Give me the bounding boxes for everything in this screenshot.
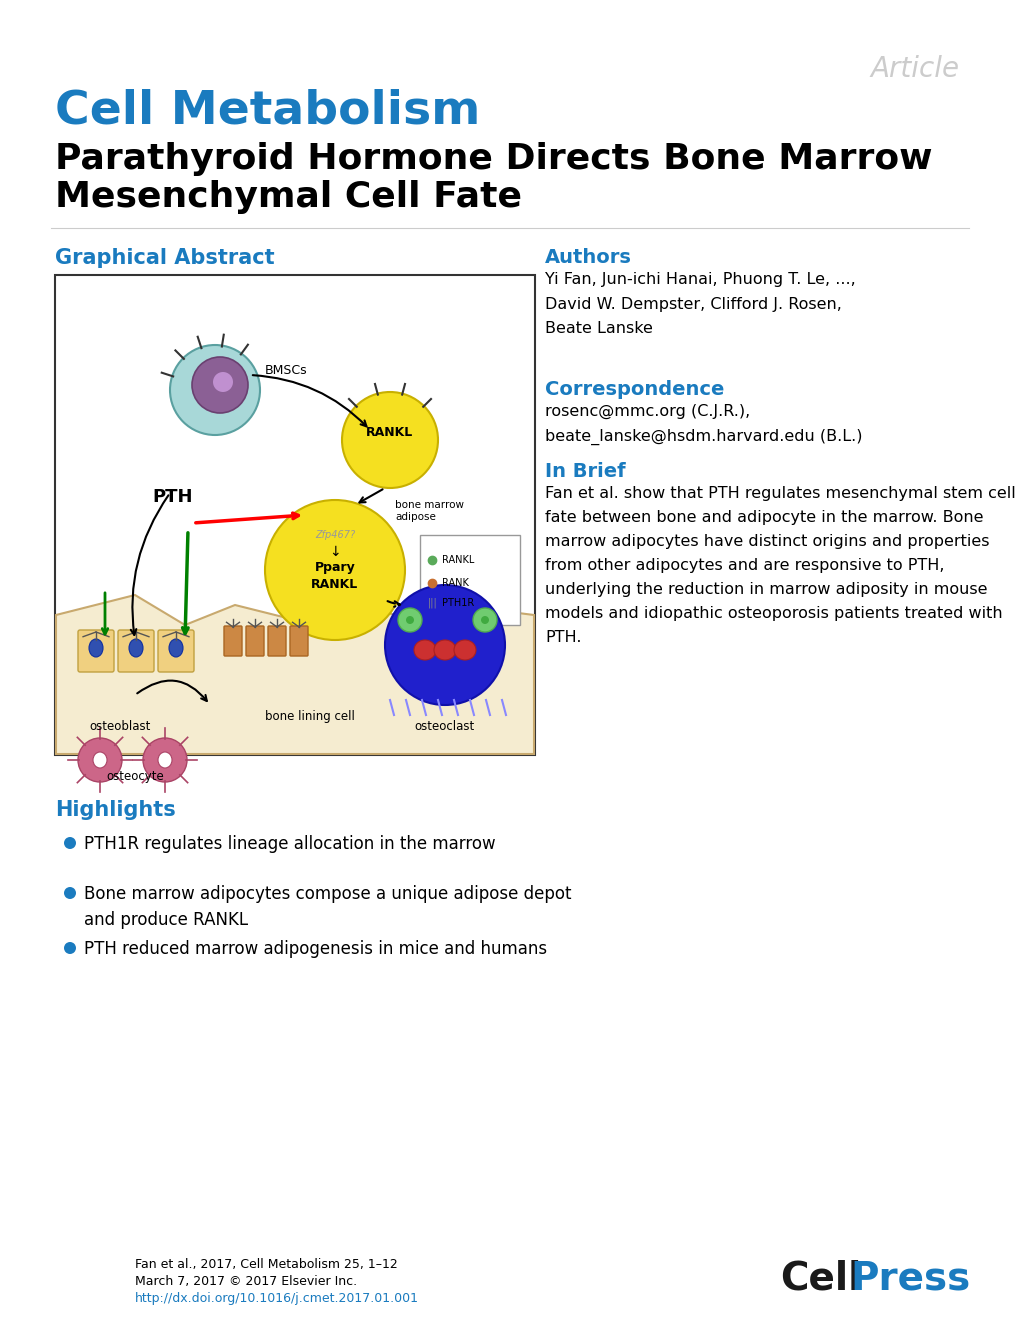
Polygon shape bbox=[56, 594, 534, 753]
Circle shape bbox=[143, 737, 186, 782]
Circle shape bbox=[473, 608, 496, 632]
Ellipse shape bbox=[128, 639, 143, 657]
Text: PTH reduced marrow adipogenesis in mice and humans: PTH reduced marrow adipogenesis in mice … bbox=[84, 940, 546, 959]
FancyBboxPatch shape bbox=[77, 630, 114, 673]
Text: BMSCs: BMSCs bbox=[265, 364, 308, 376]
FancyBboxPatch shape bbox=[420, 535, 520, 625]
Circle shape bbox=[384, 585, 504, 704]
Circle shape bbox=[170, 346, 260, 436]
Ellipse shape bbox=[406, 616, 414, 624]
Text: RANKL: RANKL bbox=[311, 577, 359, 591]
Text: Highlights: Highlights bbox=[55, 800, 175, 820]
Text: Ppary: Ppary bbox=[314, 561, 355, 575]
Text: Fan et al. show that PTH regulates mesenchymal stem cell fate between bone and a: Fan et al. show that PTH regulates mesen… bbox=[544, 486, 1015, 645]
Text: Zfp467?: Zfp467? bbox=[315, 530, 355, 540]
Text: Cell Metabolism: Cell Metabolism bbox=[55, 87, 480, 132]
Text: Yi Fan, Jun-ichi Hanai, Phuong T. Le, ...,
David W. Dempster, Clifford J. Rosen,: Yi Fan, Jun-ichi Hanai, Phuong T. Le, ..… bbox=[544, 271, 855, 336]
Text: March 7, 2017 © 2017 Elsevier Inc.: March 7, 2017 © 2017 Elsevier Inc. bbox=[135, 1275, 357, 1288]
Circle shape bbox=[397, 608, 422, 632]
FancyBboxPatch shape bbox=[55, 275, 535, 755]
Text: In Brief: In Brief bbox=[544, 462, 625, 481]
Ellipse shape bbox=[453, 639, 476, 659]
Text: osteoclast: osteoclast bbox=[415, 720, 475, 733]
FancyBboxPatch shape bbox=[289, 626, 308, 655]
Text: bone lining cell: bone lining cell bbox=[265, 710, 355, 723]
Ellipse shape bbox=[89, 639, 103, 657]
Text: Bone marrow adipocytes compose a unique adipose depot
and produce RANKL: Bone marrow adipocytes compose a unique … bbox=[84, 884, 571, 929]
Text: RANKL: RANKL bbox=[366, 425, 414, 438]
Text: RANK: RANK bbox=[441, 579, 469, 588]
FancyBboxPatch shape bbox=[268, 626, 285, 655]
Text: Authors: Authors bbox=[544, 248, 631, 267]
Text: Correspondence: Correspondence bbox=[544, 380, 723, 399]
Text: Parathyroid Hormone Directs Bone Marrow: Parathyroid Hormone Directs Bone Marrow bbox=[55, 142, 931, 176]
Circle shape bbox=[341, 392, 437, 489]
Circle shape bbox=[64, 941, 76, 955]
Text: |||: ||| bbox=[428, 597, 437, 608]
Circle shape bbox=[77, 737, 122, 782]
Text: PTH: PTH bbox=[153, 489, 193, 506]
Text: http://dx.doi.org/10.1016/j.cmet.2017.01.001: http://dx.doi.org/10.1016/j.cmet.2017.01… bbox=[135, 1292, 419, 1305]
FancyBboxPatch shape bbox=[224, 626, 242, 655]
Text: RANKL: RANKL bbox=[441, 555, 474, 565]
Text: osteoblast: osteoblast bbox=[90, 720, 151, 733]
Text: Article: Article bbox=[870, 56, 959, 83]
Ellipse shape bbox=[433, 639, 455, 659]
Text: Press: Press bbox=[849, 1260, 969, 1298]
Ellipse shape bbox=[169, 639, 182, 657]
Text: osteocyte: osteocyte bbox=[106, 771, 164, 782]
Text: PTH1R regulates lineage allocation in the marrow: PTH1R regulates lineage allocation in th… bbox=[84, 835, 495, 853]
Circle shape bbox=[64, 887, 76, 899]
Ellipse shape bbox=[158, 752, 172, 768]
FancyBboxPatch shape bbox=[158, 630, 194, 673]
Ellipse shape bbox=[93, 752, 107, 768]
Circle shape bbox=[265, 500, 405, 639]
Circle shape bbox=[192, 357, 248, 413]
Text: ↓: ↓ bbox=[329, 545, 340, 559]
Text: rosenc@mmc.org (C.J.R.),
beate_lanske@hsdm.harvard.edu (B.L.): rosenc@mmc.org (C.J.R.), beate_lanske@hs… bbox=[544, 404, 862, 445]
Circle shape bbox=[213, 372, 232, 392]
Text: Graphical Abstract: Graphical Abstract bbox=[55, 248, 274, 267]
Text: Fan et al., 2017, Cell Metabolism 25, 1–12: Fan et al., 2017, Cell Metabolism 25, 1–… bbox=[135, 1258, 397, 1271]
Circle shape bbox=[64, 837, 76, 849]
Text: Mesenchymal Cell Fate: Mesenchymal Cell Fate bbox=[55, 180, 522, 214]
FancyBboxPatch shape bbox=[246, 626, 264, 655]
FancyBboxPatch shape bbox=[118, 630, 154, 673]
Ellipse shape bbox=[414, 639, 435, 659]
Text: Cell: Cell bbox=[780, 1260, 860, 1298]
Text: PTH1R: PTH1R bbox=[441, 598, 474, 608]
Ellipse shape bbox=[481, 616, 488, 624]
Text: bone marrow
adipose: bone marrow adipose bbox=[394, 500, 464, 522]
